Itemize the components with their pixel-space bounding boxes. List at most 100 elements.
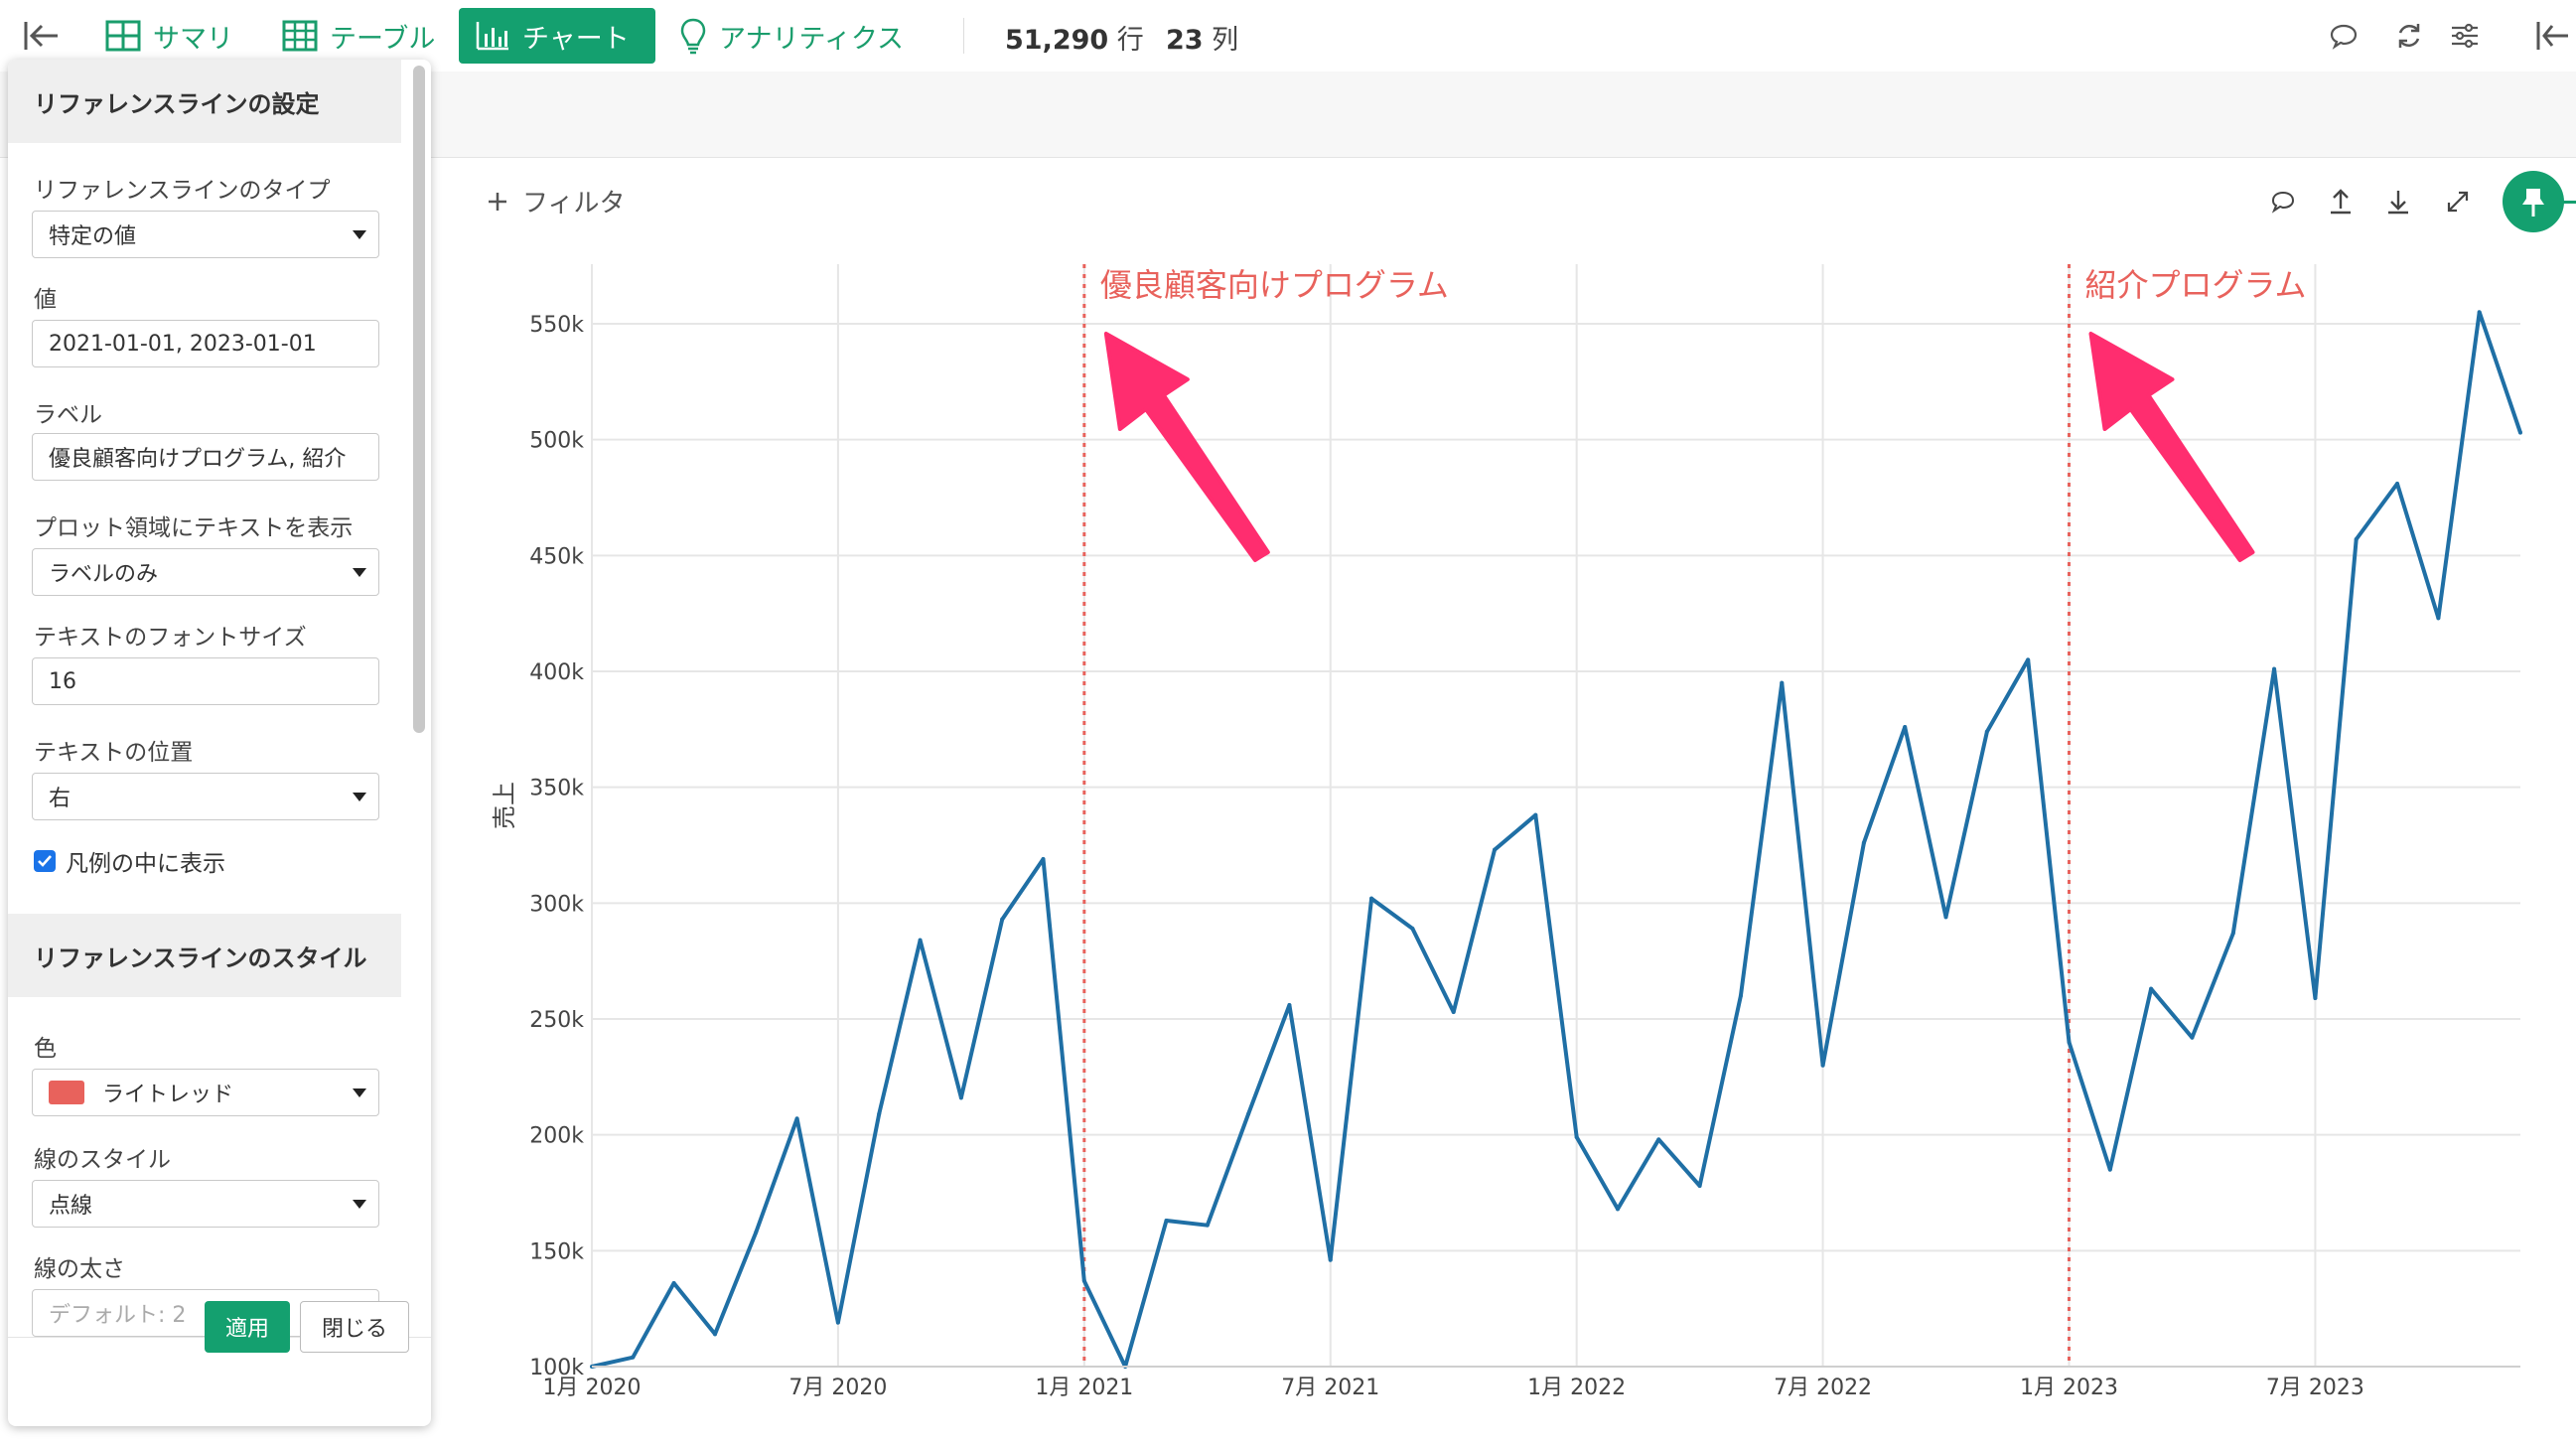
download-icon[interactable] (2381, 185, 2415, 218)
section-reference-style-title: リファレンスラインのスタイル (34, 943, 367, 972)
chevron-down-icon (353, 568, 366, 577)
chart-comment-icon[interactable] (2266, 185, 2300, 218)
data-point (1493, 847, 1498, 852)
data-point (2067, 1040, 2072, 1045)
y-tick-label: 100k (529, 1356, 584, 1380)
font-size-label: テキストのフォントサイズ (34, 625, 307, 651)
column-count-value: 23 (1166, 25, 1204, 56)
data-point (2477, 310, 2482, 315)
data-point (1780, 680, 1785, 685)
checkbox-checked-icon[interactable] (34, 850, 56, 872)
y-tick-label: 500k (529, 429, 584, 454)
text-position-select-value: 右 (49, 787, 72, 811)
data-point (1697, 1184, 1702, 1188)
line-width-label: 線の太さ (34, 1256, 125, 1282)
legend-checkbox[interactable]: 凡例の中に表示 (34, 844, 225, 878)
data-point (1081, 1278, 1086, 1283)
data-point (2395, 482, 2400, 486)
reference-line-panel: リファレンスラインの設定 リファレンスラインのタイプ 特定の値 値 2021-0… (8, 60, 431, 1426)
data-point (754, 1230, 759, 1234)
x-tick-label: 7月 2023 (2266, 1376, 2364, 1400)
type-select[interactable]: 特定の値 (32, 211, 379, 258)
close-button[interactable]: 閉じる (300, 1301, 409, 1353)
comment-icon[interactable] (2328, 20, 2360, 52)
settings-sliders-icon[interactable] (2449, 20, 2481, 52)
data-point (1574, 1135, 1579, 1139)
series-line (591, 310, 2522, 1369)
x-tick-label: 1月 2023 (2020, 1376, 2118, 1400)
data-point (1328, 1257, 1333, 1262)
plot-text-select[interactable]: ラベルのみ (32, 548, 379, 596)
add-filter-button[interactable]: フィルタ (487, 183, 625, 219)
data-point (2107, 1167, 2112, 1172)
data-point (2313, 996, 2318, 1000)
y-tick-label: 400k (529, 660, 584, 685)
data-point (1820, 1063, 1825, 1068)
section-reference-settings-title: リファレンスラインの設定 (34, 89, 320, 118)
data-point (1656, 1137, 1661, 1142)
label-input[interactable]: 優良顧客向けプログラム, 紹介 (32, 433, 379, 481)
section-reference-style: リファレンスラインのスタイル (8, 914, 401, 997)
data-point (2190, 1035, 2195, 1040)
data-point (2518, 430, 2522, 435)
data-point (1451, 1010, 1456, 1014)
expand-icon[interactable] (2441, 185, 2475, 218)
apply-button[interactable]: 適用 (205, 1301, 290, 1353)
tab-chart-label: チャート (522, 23, 630, 55)
y-axis-title: 売上 (491, 782, 518, 829)
line-style-select[interactable]: 点線 (32, 1180, 379, 1228)
data-point (835, 1320, 840, 1325)
table-icon (282, 20, 318, 52)
chevron-down-icon (353, 793, 366, 801)
refresh-icon[interactable] (2393, 20, 2425, 52)
close-button-label: 閉じる (321, 1317, 387, 1342)
data-point (1984, 729, 1989, 734)
data-point (2436, 616, 2441, 621)
data-point (631, 1355, 636, 1360)
tab-summary[interactable]: サマリ (89, 8, 249, 64)
data-point (1287, 1003, 1292, 1007)
tab-analytics-label: アナリティクス (719, 23, 905, 55)
y-tick-label: 150k (529, 1239, 584, 1264)
data-point (918, 938, 923, 942)
text-position-select[interactable]: 右 (32, 773, 379, 820)
plot-text-select-value: ラベルのみ (49, 562, 159, 587)
annotation-arrow (1103, 332, 1270, 562)
x-tick-label: 7月 2022 (1774, 1376, 1872, 1400)
tab-analytics[interactable]: アナリティクス (663, 8, 920, 64)
x-tick-label: 7月 2021 (1281, 1376, 1379, 1400)
data-point (1738, 993, 1743, 998)
tab-chart[interactable]: チャート (459, 8, 655, 64)
data-point (712, 1332, 717, 1337)
x-tick-label: 1月 2020 (543, 1376, 642, 1400)
data-point (1369, 896, 1374, 901)
data-point (671, 1281, 676, 1285)
data-point (1205, 1223, 1210, 1228)
x-tick-label: 1月 2021 (1035, 1376, 1133, 1400)
tab-table[interactable]: テーブル (266, 8, 451, 64)
collapse-left-icon[interactable] (22, 18, 62, 54)
pin-button[interactable] (2503, 171, 2564, 232)
x-tick-label: 7月 2020 (788, 1376, 887, 1400)
font-size-input[interactable]: 16 (32, 657, 379, 705)
upload-icon[interactable] (2324, 185, 2358, 218)
y-tick-label: 350k (529, 777, 584, 801)
y-tick-label: 250k (529, 1008, 584, 1033)
color-select[interactable]: ライトレッド (32, 1069, 379, 1116)
column-count: 23 列 (1166, 18, 1238, 57)
plot-text-label: プロット領域にテキストを表示 (34, 515, 354, 541)
annotation-arrow (2088, 332, 2255, 562)
value-input[interactable]: 2021-01-01, 2023-01-01 (32, 320, 379, 367)
row-count: 51,290 行 (1005, 18, 1144, 57)
data-point (1410, 927, 1415, 931)
line-width-placeholder: デフォルト: 2 (49, 1303, 187, 1328)
collapse-right-icon[interactable] (2534, 20, 2570, 52)
data-point (1164, 1219, 1169, 1223)
data-point (1000, 917, 1005, 922)
plus-icon (489, 192, 506, 211)
data-point (877, 1111, 882, 1116)
chevron-down-icon (353, 230, 366, 239)
type-label: リファレンスラインのタイプ (34, 178, 331, 204)
panel-scrollbar[interactable] (413, 66, 425, 733)
